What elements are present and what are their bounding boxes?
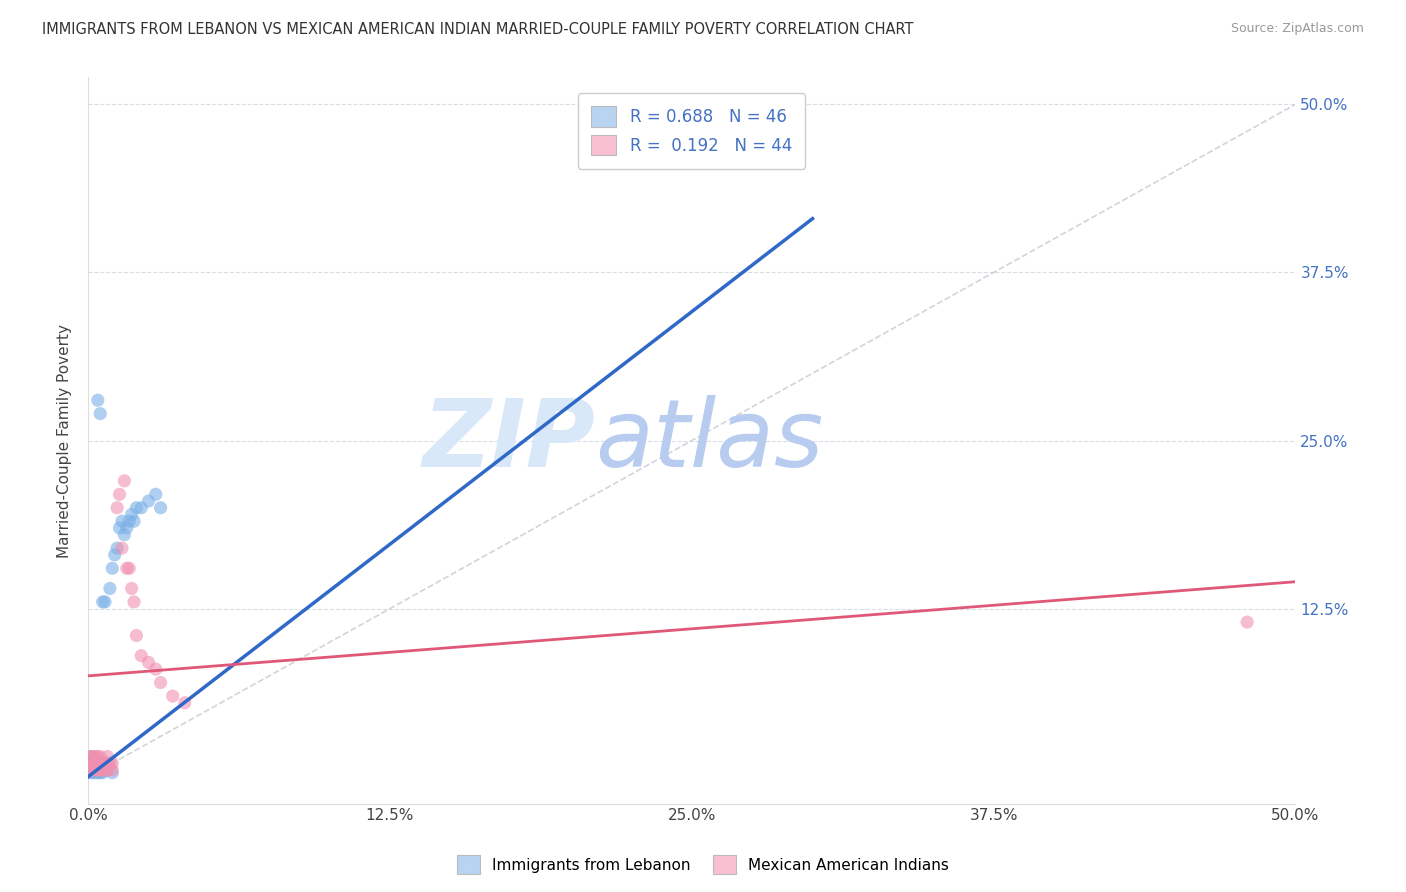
Point — [111, 541, 134, 555]
Point — [84, 756, 107, 771]
Point — [94, 595, 117, 609]
Point — [121, 508, 143, 522]
Point — [79, 756, 101, 771]
Point — [98, 582, 121, 596]
Point — [129, 500, 152, 515]
Point — [87, 759, 110, 773]
Text: IMMIGRANTS FROM LEBANON VS MEXICAN AMERICAN INDIAN MARRIED-COUPLE FAMILY POVERTY: IMMIGRANTS FROM LEBANON VS MEXICAN AMERI… — [42, 22, 914, 37]
Point — [96, 749, 118, 764]
Point — [84, 763, 107, 777]
Legend: R = 0.688   N = 46, R =  0.192   N = 44: R = 0.688 N = 46, R = 0.192 N = 44 — [578, 93, 806, 169]
Point — [91, 595, 114, 609]
Point — [89, 759, 111, 773]
Point — [111, 514, 134, 528]
Point — [82, 759, 104, 773]
Point — [96, 763, 118, 777]
Point — [79, 749, 101, 764]
Point — [105, 541, 128, 555]
Text: Source: ZipAtlas.com: Source: ZipAtlas.com — [1230, 22, 1364, 36]
Point — [121, 582, 143, 596]
Point — [173, 696, 195, 710]
Point — [1236, 615, 1258, 629]
Point — [91, 763, 114, 777]
Point — [91, 760, 114, 774]
Point — [112, 474, 135, 488]
Point — [89, 763, 111, 777]
Point — [94, 763, 117, 777]
Point — [98, 756, 121, 771]
Point — [79, 759, 101, 773]
Point — [125, 628, 148, 642]
Point — [89, 765, 111, 780]
Point — [145, 662, 167, 676]
Point — [104, 548, 127, 562]
Point — [89, 407, 111, 421]
Point — [82, 763, 104, 777]
Text: atlas: atlas — [595, 395, 824, 486]
Point — [82, 765, 104, 780]
Point — [145, 487, 167, 501]
Point — [118, 514, 141, 528]
Point — [125, 500, 148, 515]
Point — [149, 500, 172, 515]
Point — [118, 561, 141, 575]
Point — [122, 595, 145, 609]
Point — [149, 675, 172, 690]
Point — [122, 514, 145, 528]
Point — [79, 760, 101, 774]
Point — [129, 648, 152, 663]
Point — [94, 756, 117, 771]
Point — [101, 756, 124, 771]
Point — [138, 656, 160, 670]
Point — [82, 756, 104, 771]
Point — [112, 527, 135, 541]
Point — [89, 756, 111, 771]
Point — [84, 749, 107, 764]
Point — [87, 765, 110, 780]
Point — [82, 763, 104, 777]
Point — [96, 763, 118, 777]
Point — [91, 756, 114, 771]
Point — [105, 500, 128, 515]
Point — [89, 749, 111, 764]
Point — [84, 760, 107, 774]
Point — [82, 759, 104, 773]
Point — [162, 689, 184, 703]
Point — [87, 749, 110, 764]
Point — [101, 561, 124, 575]
Point — [87, 763, 110, 777]
Point — [79, 763, 101, 777]
Point — [87, 393, 110, 408]
Point — [94, 763, 117, 777]
Point — [87, 763, 110, 777]
Legend: Immigrants from Lebanon, Mexican American Indians: Immigrants from Lebanon, Mexican America… — [450, 849, 956, 880]
Point — [91, 765, 114, 780]
Point — [96, 756, 118, 771]
Point — [84, 763, 107, 777]
Point — [115, 521, 138, 535]
Point — [84, 756, 107, 771]
Point — [115, 561, 138, 575]
Point — [94, 756, 117, 771]
Point — [89, 763, 111, 777]
Point — [108, 487, 131, 501]
Point — [138, 494, 160, 508]
Point — [82, 756, 104, 771]
Point — [82, 749, 104, 764]
Point — [108, 521, 131, 535]
Point — [79, 756, 101, 771]
Y-axis label: Married-Couple Family Poverty: Married-Couple Family Poverty — [58, 324, 72, 558]
Point — [101, 765, 124, 780]
Point — [101, 763, 124, 777]
Point — [79, 749, 101, 764]
Point — [79, 765, 101, 780]
Point — [84, 765, 107, 780]
Text: ZIP: ZIP — [422, 394, 595, 486]
Point — [87, 756, 110, 771]
Point — [84, 759, 107, 773]
Point — [87, 759, 110, 773]
Point — [79, 763, 101, 777]
